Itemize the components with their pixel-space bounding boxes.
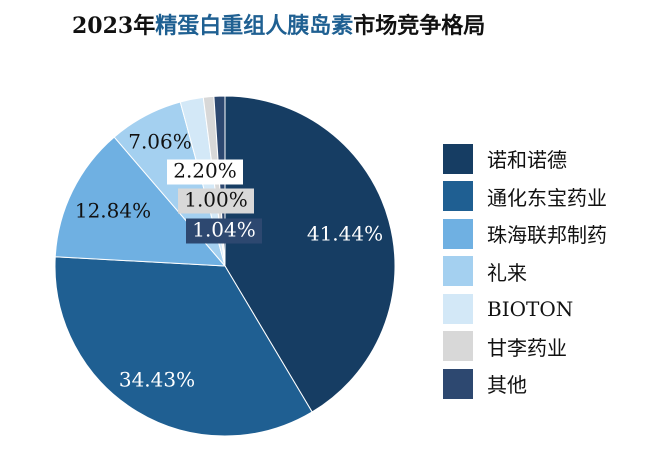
chart-title: 2023年精蛋白重组人胰岛素市场竞争格局 <box>72 8 485 40</box>
legend-swatch <box>443 218 473 249</box>
legend-item: 诺和诺德 <box>443 140 607 178</box>
legend-item: 甘李药业 <box>443 328 607 366</box>
legend-swatch <box>443 181 473 212</box>
slice-data-label: 12.84% <box>75 199 151 223</box>
legend-item: 通化东宝药业 <box>443 178 607 216</box>
title-prefix: 2023年 <box>72 13 156 39</box>
slice-data-label: 2.20% <box>173 159 237 183</box>
title-highlight: 精蛋白重组人胰岛素 <box>155 13 354 39</box>
legend-swatch <box>443 368 473 399</box>
legend-swatch <box>443 256 473 287</box>
legend-label: 甘李药业 <box>487 335 567 360</box>
legend-label: BIOTON <box>487 296 574 321</box>
slice-label-box <box>167 159 243 185</box>
slice-label-box <box>186 218 262 244</box>
legend-label: 礼来 <box>487 260 527 285</box>
pie-slice <box>54 256 313 437</box>
pie-slices <box>54 95 396 437</box>
pie-slice <box>224 95 396 413</box>
pie-slice <box>54 136 227 267</box>
legend-label: 其他 <box>487 373 527 398</box>
legend-item: 礼来 <box>443 253 607 291</box>
legend-label: 通化东宝药业 <box>487 185 607 210</box>
pie-labels: 41.44% 34.43% 12.84% 7.06% 2.20% 1.00% 1.04% <box>75 130 383 392</box>
slice-data-label: 41.44% <box>307 222 383 246</box>
legend: 诺和诺德通化东宝药业 珠海联邦制药 礼来 BIOTON 甘李药业其他 <box>443 140 607 403</box>
legend-label: 珠海联邦制药 <box>487 223 607 248</box>
slice-data-label: 7.06% <box>128 130 192 154</box>
legend-swatch <box>443 293 473 324</box>
title-suffix: 市场竞争格局 <box>353 13 486 39</box>
legend-swatch <box>443 143 473 174</box>
legend-label: 诺和诺德 <box>487 148 567 173</box>
slice-data-label: 1.00% <box>184 188 248 212</box>
legend-item: BIOTON <box>443 290 607 328</box>
legend-item: 珠海联邦制药 <box>443 215 607 253</box>
slice-data-label: 1.04% <box>192 218 256 242</box>
legend-swatch <box>443 331 473 362</box>
legend-item: 其他 <box>443 365 607 403</box>
slice-data-label: 34.43% <box>119 368 195 392</box>
slice-label-box <box>178 188 254 214</box>
